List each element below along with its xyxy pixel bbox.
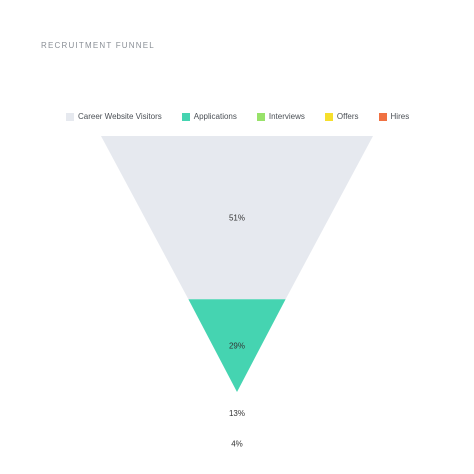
funnel-segment-applications[interactable] bbox=[188, 299, 286, 392]
data-label-career-website-visitors: 51% bbox=[229, 214, 245, 223]
legend-label: Applications bbox=[193, 112, 237, 121]
chart-title: RECRUITMENT FUNNEL bbox=[41, 41, 155, 50]
legend-label: Interviews bbox=[268, 112, 305, 121]
legend-swatch bbox=[66, 112, 74, 121]
legend-label: Hires bbox=[390, 112, 410, 121]
legend-item-offers[interactable]: Offers bbox=[324, 112, 359, 121]
legend-label: Offers bbox=[336, 112, 359, 121]
legend-item-career-website-visitors[interactable]: Career Website Visitors bbox=[66, 112, 162, 121]
legend-item-applications[interactable]: Applications bbox=[181, 112, 237, 121]
legend-item-interviews[interactable]: Interviews bbox=[256, 112, 305, 121]
legend-item-hires[interactable]: Hires bbox=[378, 112, 410, 121]
data-label-applications: 29% bbox=[229, 342, 245, 351]
legend-swatch bbox=[256, 112, 265, 121]
data-label-interviews: 13% bbox=[229, 409, 245, 418]
data-label-offers: 4% bbox=[231, 440, 243, 449]
legend: Career Website Visitors Applications Int… bbox=[66, 112, 409, 121]
legend-swatch bbox=[324, 112, 333, 121]
legend-swatch bbox=[181, 112, 190, 121]
legend-swatch bbox=[378, 112, 387, 121]
funnel-segment-career-website-visitors[interactable] bbox=[101, 136, 373, 300]
legend-label: Career Website Visitors bbox=[78, 112, 162, 121]
data-label-hires: 3% bbox=[231, 460, 243, 469]
